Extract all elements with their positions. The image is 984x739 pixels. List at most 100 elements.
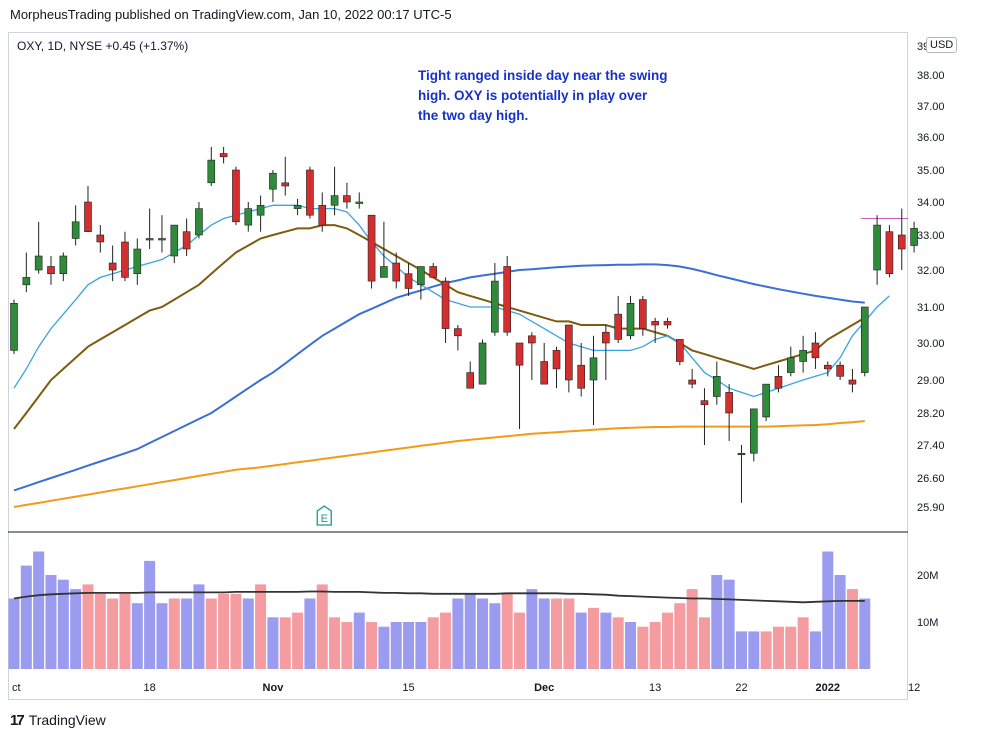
volume-bar — [57, 579, 69, 669]
volume-bar — [711, 575, 723, 669]
volume-bar — [366, 622, 378, 669]
candle-body — [491, 280, 499, 333]
time-tick-label: 13 — [649, 682, 661, 694]
volume-bar — [415, 622, 427, 669]
volume-bar — [218, 593, 230, 669]
volume-bar — [304, 598, 316, 669]
volume-bar — [230, 593, 242, 669]
candle-body — [663, 321, 672, 326]
candle-body — [836, 364, 844, 377]
price-tick-label: 28.20 — [917, 408, 945, 420]
publisher-header: MorpheusTrading published on TradingView… — [10, 7, 452, 22]
volume-bar — [156, 603, 168, 669]
volume-bar — [33, 551, 45, 669]
volume-bar — [316, 584, 328, 669]
price-tick-label: 37.00 — [917, 101, 945, 113]
price-tick-label: 38.00 — [917, 70, 945, 82]
candle-body — [639, 299, 647, 329]
volume-bar — [181, 598, 193, 669]
candle-body — [848, 379, 857, 385]
volume-bar — [649, 622, 661, 669]
tradingview-footer[interactable]: 17 TradingView — [10, 710, 106, 730]
price-tick-label: 31.00 — [917, 302, 945, 314]
candle-body — [269, 172, 277, 190]
candle-body — [713, 375, 721, 397]
volume-bar — [674, 603, 686, 669]
candle-body — [799, 350, 807, 362]
volume-bar — [107, 598, 119, 669]
candle-body — [195, 208, 203, 236]
volume-bar — [70, 589, 82, 669]
trade-annotation: Tight ranged inside day near the swing h… — [418, 68, 668, 123]
candle-body — [688, 379, 696, 385]
price-tick-label: 35.00 — [917, 165, 945, 177]
candle-body — [910, 228, 918, 246]
candle-body — [392, 262, 401, 282]
candle-body — [22, 277, 31, 286]
price-tick-label: 34.00 — [917, 197, 945, 209]
volume-bar — [440, 612, 452, 669]
volume-bar — [735, 631, 747, 669]
candle-body — [503, 266, 512, 333]
volume-bar — [600, 612, 612, 669]
volume-bar — [477, 598, 489, 669]
volume-bar — [427, 617, 439, 669]
candle-body — [232, 169, 240, 223]
candle-body — [860, 306, 869, 373]
candle-body — [429, 266, 438, 278]
volume-bar — [723, 579, 735, 669]
candle-body — [577, 364, 585, 389]
candle-body — [454, 328, 462, 337]
volume-bar — [329, 617, 341, 669]
candle-body — [281, 182, 290, 187]
candle-body — [626, 302, 635, 337]
time-tick-label: ct — [12, 682, 21, 694]
volume-bar — [144, 560, 156, 669]
volume-bar — [82, 584, 94, 669]
currency-badge[interactable]: USD — [926, 37, 958, 53]
volume-bar — [563, 598, 575, 669]
candle-body — [133, 248, 142, 275]
candle-body — [207, 159, 216, 184]
price-grid — [8, 218, 908, 533]
candle-body — [293, 205, 302, 209]
volume-bar — [205, 598, 217, 669]
volume-bar — [279, 617, 291, 669]
ma50-line — [13, 263, 865, 492]
candle-body — [552, 350, 561, 370]
symbol-legend[interactable]: OXY, 1D, NYSE +0.45 (+1.37%) — [17, 39, 189, 53]
price-tick-label: 26.60 — [917, 473, 945, 485]
volume-tick-label: 10M — [917, 617, 938, 629]
candle-body — [540, 361, 548, 385]
candle-body — [515, 342, 524, 366]
tradingview-logo-icon: 17 — [10, 711, 25, 729]
tradingview-brand: TradingView — [28, 712, 106, 728]
volume-bar — [8, 598, 20, 669]
candle-body — [565, 324, 573, 381]
candle-body — [749, 408, 758, 454]
candle-body — [219, 153, 228, 158]
volume-bar — [464, 593, 476, 669]
volume-bar — [538, 598, 550, 669]
candle-body — [737, 452, 746, 456]
volume-bar — [131, 603, 143, 669]
time-tick-label: 12 — [908, 682, 920, 694]
candle-body — [651, 321, 659, 326]
volume-bar — [859, 598, 871, 669]
candle-body — [762, 383, 770, 418]
volume-bar — [588, 607, 600, 669]
volume-bar — [785, 626, 797, 669]
volume-bar — [501, 593, 513, 669]
volume-bar — [661, 612, 673, 669]
volume-bar — [20, 565, 32, 669]
time-tick-label: 2022 — [816, 682, 840, 694]
candle-body — [34, 255, 43, 271]
candlestick-series: E — [10, 146, 918, 526]
candle-body — [811, 342, 820, 359]
candle-body — [121, 241, 129, 278]
candle-body — [170, 224, 179, 257]
volume-bar — [526, 589, 538, 669]
price-tick-label: 25.90 — [917, 502, 945, 514]
volume-bar — [797, 617, 809, 669]
